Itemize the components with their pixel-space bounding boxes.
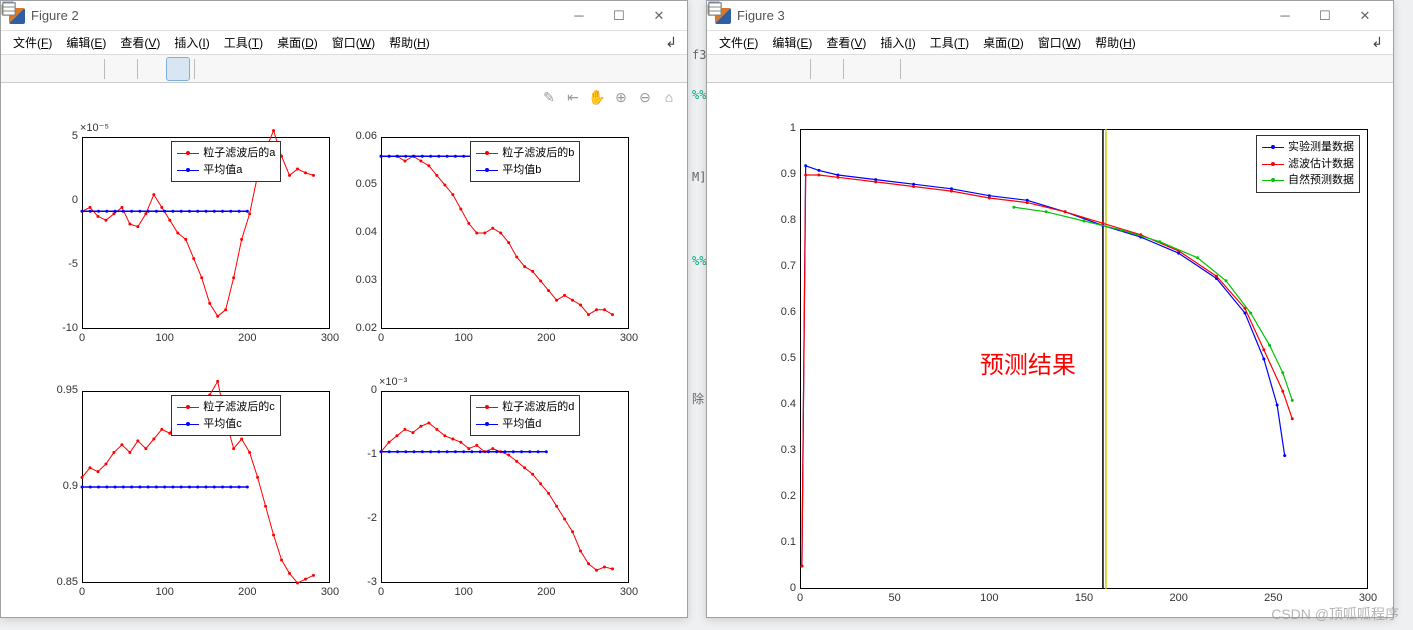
menu-item[interactable]: 工具(T) [924, 32, 975, 53]
bg-text: %% [692, 254, 706, 268]
pan-icon[interactable]: ✋ [587, 87, 607, 107]
figure-3-window: Figure 3 ─ ☐ ✕ 文件(F)编辑(E)查看(V)插入(I)工具(T)… [706, 0, 1394, 618]
legend-label: 粒子滤波后的b [502, 145, 574, 162]
pointer-icon[interactable] [200, 58, 222, 80]
legend-label: 平均值d [502, 416, 541, 433]
figure-2-window: Figure 2 ─ ☐ ✕ 文件(F)编辑(E)查看(V)插入(I)工具(T)… [0, 0, 688, 618]
menu-item[interactable]: 文件(F) [713, 32, 764, 53]
props-icon[interactable] [930, 58, 952, 80]
legend: 粒子滤波后的c平均值c [171, 395, 281, 436]
open-icon[interactable] [29, 58, 51, 80]
xtick-label: 200 [534, 586, 558, 598]
legend-label: 滤波估计数据 [1288, 156, 1354, 173]
annotation-text: 预测结果 [980, 345, 1076, 380]
xtick-label: 200 [1167, 592, 1191, 604]
open-icon[interactable] [735, 58, 757, 80]
legend-label: 粒子滤波后的d [502, 399, 574, 416]
bg-text: 除 [692, 390, 704, 407]
menu-item[interactable]: 桌面(D) [977, 32, 1030, 53]
brush-icon[interactable]: ✎ [539, 87, 559, 107]
home-icon[interactable]: ⌂ [659, 87, 679, 107]
bg-text: M] [692, 170, 706, 184]
link-icon[interactable] [110, 58, 132, 80]
titlebar[interactable]: Figure 3 ─ ☐ ✕ [707, 1, 1393, 31]
menu-item[interactable]: 查看(V) [820, 32, 872, 53]
props-icon[interactable] [224, 58, 246, 80]
toolbar [707, 55, 1393, 83]
layout2-icon[interactable] [167, 58, 189, 80]
layout2-icon[interactable] [873, 58, 895, 80]
print-icon[interactable] [783, 58, 805, 80]
save-icon[interactable] [759, 58, 781, 80]
bg-text: %% [692, 88, 706, 102]
window-title: Figure 2 [31, 8, 79, 23]
save-icon[interactable] [53, 58, 75, 80]
window-title: Figure 3 [737, 8, 785, 23]
maximize-button[interactable]: ☐ [599, 2, 639, 30]
xtick-label: 150 [1072, 592, 1096, 604]
menu-item[interactable]: 帮助(H) [383, 32, 436, 53]
close-button[interactable]: ✕ [1345, 2, 1385, 30]
layout1-icon[interactable] [849, 58, 871, 80]
menu-item[interactable]: 工具(T) [218, 32, 269, 53]
pointer-icon[interactable] [906, 58, 928, 80]
minimize-button[interactable]: ─ [559, 2, 599, 30]
chart-axes: 0100200300-3-2-10×10⁻³粒子滤波后的d平均值d [1, 83, 687, 617]
legend-label: 粒子滤波后的a [203, 145, 275, 162]
menu-item[interactable]: 文件(F) [7, 32, 58, 53]
close-button[interactable]: ✕ [639, 2, 679, 30]
xtick-label: 100 [977, 592, 1001, 604]
legend-label: 粒子滤波后的c [203, 399, 275, 416]
legend: 粒子滤波后的b平均值b [470, 141, 580, 182]
menu-item[interactable]: 窗口(W) [1032, 32, 1087, 53]
toolbar [1, 55, 687, 83]
menu-item[interactable]: 桌面(D) [271, 32, 324, 53]
menu-item[interactable]: 编辑(E) [60, 32, 112, 53]
menu-item[interactable]: 编辑(E) [766, 32, 818, 53]
legend-label: 自然预测数据 [1288, 172, 1354, 189]
menubar: 文件(F)编辑(E)查看(V)插入(I)工具(T)桌面(D)窗口(W)帮助(H)… [707, 31, 1393, 55]
legend-label: 平均值b [502, 162, 541, 179]
legend-label: 平均值a [203, 162, 242, 179]
zoomout-icon[interactable]: ⊖ [635, 87, 655, 107]
minimize-button[interactable]: ─ [1265, 2, 1305, 30]
legend: 粒子滤波后的d平均值d [470, 395, 580, 436]
xtick-label: 50 [883, 592, 907, 604]
zoomin-icon[interactable]: ⊕ [611, 87, 631, 107]
menu-item[interactable]: 窗口(W) [326, 32, 381, 53]
legend-label: 实验测量数据 [1288, 139, 1354, 156]
menu-overflow[interactable]: ↲ [661, 34, 681, 51]
menubar: 文件(F)编辑(E)查看(V)插入(I)工具(T)桌面(D)窗口(W)帮助(H)… [1, 31, 687, 55]
menu-item[interactable]: 插入(I) [874, 32, 921, 53]
menu-overflow[interactable]: ↲ [1367, 34, 1387, 51]
titlebar[interactable]: Figure 2 ─ ☐ ✕ [1, 1, 687, 31]
xtick-label: 300 [617, 586, 641, 598]
menu-item[interactable]: 查看(V) [114, 32, 166, 53]
bg-text: f3 [692, 48, 706, 62]
maximize-button[interactable]: ☐ [1305, 2, 1345, 30]
print-icon[interactable] [77, 58, 99, 80]
new-icon[interactable] [711, 58, 733, 80]
xtick-label: 250 [1261, 592, 1285, 604]
chart-axes: 05010015020025030000.10.20.30.40.50.60.7… [707, 83, 1393, 617]
legend: 实验测量数据滤波估计数据自然预测数据 [1256, 135, 1360, 193]
new-icon[interactable] [5, 58, 27, 80]
menu-item[interactable]: 插入(I) [168, 32, 215, 53]
menu-item[interactable]: 帮助(H) [1089, 32, 1142, 53]
figure-tools: ✎ ⇤ ✋ ⊕ ⊖ ⌂ [539, 87, 679, 107]
xtick-label: 100 [452, 586, 476, 598]
watermark: CSDN @顶呱呱程序 [1271, 604, 1399, 624]
export-icon[interactable]: ⇤ [563, 87, 583, 107]
link-icon[interactable] [816, 58, 838, 80]
legend: 粒子滤波后的a平均值a [171, 141, 281, 182]
legend-label: 平均值c [203, 416, 242, 433]
layout1-icon[interactable] [143, 58, 165, 80]
xtick-label: 300 [1356, 592, 1380, 604]
